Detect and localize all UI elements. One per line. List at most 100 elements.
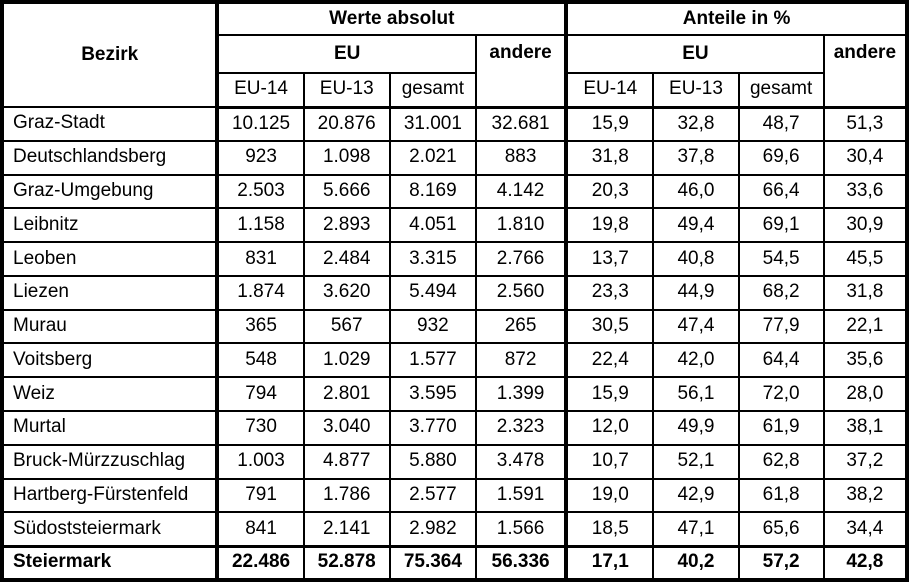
value-cell: 30,9 bbox=[822, 207, 909, 244]
value-cell: 42,8 bbox=[822, 544, 909, 581]
value-cell: 37,8 bbox=[652, 139, 740, 176]
value-cell: 1.786 bbox=[302, 477, 391, 514]
bezirk-cell: Liezen bbox=[0, 274, 219, 311]
value-cell: 22,1 bbox=[822, 308, 909, 345]
value-cell: 12,0 bbox=[564, 410, 655, 446]
table-row: Deutschlandsberg 923 1.098 2.021 883 31,8 37,8… bbox=[0, 139, 909, 176]
bezirk-cell: Leoben bbox=[0, 241, 219, 277]
bezirk-cell: Deutschlandsberg bbox=[0, 139, 219, 176]
value-cell: 22.486 bbox=[215, 544, 305, 581]
value-cell: 40,8 bbox=[652, 241, 740, 277]
value-cell: 19,0 bbox=[564, 477, 655, 514]
value-cell: 48,7 bbox=[737, 106, 825, 142]
value-cell: 42,0 bbox=[652, 342, 740, 379]
table-row: Weiz 794 2.801 3.595 1.399 15,9 56,1 72,0 28,0 bbox=[0, 376, 909, 413]
value-cell: 66,4 bbox=[737, 173, 825, 210]
value-cell: 52,1 bbox=[652, 443, 740, 480]
value-cell: 57,2 bbox=[737, 544, 825, 581]
table-row: Hartberg-Fürstenfeld 791 1.786 2.577 1.591 19… bbox=[0, 477, 909, 514]
header-gesamt-prozent: gesamt bbox=[737, 72, 825, 109]
value-cell: 2.323 bbox=[474, 410, 568, 446]
header-eu13-absolut: EU-13 bbox=[302, 72, 391, 109]
value-cell: 77,9 bbox=[737, 308, 825, 345]
value-cell: 31,8 bbox=[822, 274, 909, 311]
value-cell: 1.003 bbox=[215, 443, 305, 480]
value-cell: 730 bbox=[215, 410, 305, 446]
table-row: Voitsberg 548 1.029 1.577 872 22,4 42,0 64,4 35,… bbox=[0, 342, 909, 379]
value-cell: 65,6 bbox=[737, 511, 825, 548]
value-cell: 3.620 bbox=[302, 274, 391, 311]
value-cell: 62,8 bbox=[737, 443, 825, 480]
value-cell: 2.484 bbox=[302, 241, 391, 277]
value-cell: 1.591 bbox=[474, 477, 568, 514]
value-cell: 1.874 bbox=[215, 274, 305, 311]
value-cell: 794 bbox=[215, 376, 305, 413]
value-cell: 30,4 bbox=[822, 139, 909, 176]
value-cell: 42,9 bbox=[652, 477, 740, 514]
value-cell: 2.766 bbox=[474, 241, 568, 277]
value-cell: 5.494 bbox=[388, 274, 477, 311]
value-cell: 30,5 bbox=[564, 308, 655, 345]
value-cell: 2.893 bbox=[302, 207, 391, 244]
value-cell: 32,8 bbox=[652, 106, 740, 142]
header-andere-absolut: andere bbox=[474, 34, 568, 109]
value-cell: 23,3 bbox=[564, 274, 655, 311]
header-group-werte-absolut: Werte absolut bbox=[215, 1, 568, 36]
value-cell: 841 bbox=[215, 511, 305, 548]
value-cell: 38,2 bbox=[822, 477, 909, 514]
value-cell: 61,9 bbox=[737, 410, 825, 446]
header-eu14-absolut: EU-14 bbox=[215, 72, 305, 109]
bezirk-cell: Bruck-Mürzzuschlag bbox=[0, 443, 219, 480]
header-group-anteile-prozent: Anteile in % bbox=[564, 1, 908, 36]
value-cell: 46,0 bbox=[652, 173, 740, 210]
value-cell: 13,7 bbox=[564, 241, 655, 277]
table-row: Graz-Stadt 10.125 20.876 31.001 32.681 15,9 32… bbox=[0, 106, 909, 142]
value-cell: 10,7 bbox=[564, 443, 655, 480]
value-cell: 2.982 bbox=[388, 511, 477, 548]
value-cell: 69,1 bbox=[737, 207, 825, 244]
total-row: Steiermark 22.486 52.878 75.364 56.336 17,1 40… bbox=[0, 544, 909, 581]
value-cell: 2.577 bbox=[388, 477, 477, 514]
header-eu-prozent: EU bbox=[564, 34, 825, 74]
bezirk-cell: Hartberg-Fürstenfeld bbox=[0, 477, 219, 514]
value-cell: 47,4 bbox=[652, 308, 740, 345]
value-cell: 923 bbox=[215, 139, 305, 176]
table-header: Bezirk Werte absolut Anteile in % EU and… bbox=[0, 1, 909, 109]
value-cell: 68,2 bbox=[737, 274, 825, 311]
value-cell: 19,8 bbox=[564, 207, 655, 244]
value-cell: 35,6 bbox=[822, 342, 909, 379]
bezirk-cell: Leibnitz bbox=[0, 207, 219, 244]
header-gesamt-absolut: gesamt bbox=[388, 72, 477, 109]
value-cell: 18,5 bbox=[564, 511, 655, 548]
value-cell: 20,3 bbox=[564, 173, 655, 210]
bezirk-cell: Voitsberg bbox=[0, 342, 219, 379]
value-cell: 567 bbox=[302, 308, 391, 345]
bezirk-cell: Weiz bbox=[0, 376, 219, 413]
table-row: Leoben 831 2.484 3.315 2.766 13,7 40,8 54,5 45,5 bbox=[0, 241, 909, 277]
value-cell: 1.566 bbox=[474, 511, 568, 548]
value-cell: 56.336 bbox=[474, 544, 568, 581]
value-cell: 49,9 bbox=[652, 410, 740, 446]
value-cell: 5.880 bbox=[388, 443, 477, 480]
value-cell: 51,3 bbox=[822, 106, 909, 142]
value-cell: 56,1 bbox=[652, 376, 740, 413]
value-cell: 872 bbox=[474, 342, 568, 379]
bezirk-cell: Murau bbox=[0, 308, 219, 345]
value-cell: 49,4 bbox=[652, 207, 740, 244]
value-cell: 15,9 bbox=[564, 376, 655, 413]
value-cell: 10.125 bbox=[215, 106, 305, 142]
value-cell: 5.666 bbox=[302, 173, 391, 210]
value-cell: 2.801 bbox=[302, 376, 391, 413]
value-cell: 72,0 bbox=[737, 376, 825, 413]
value-cell: 69,6 bbox=[737, 139, 825, 176]
value-cell: 3.040 bbox=[302, 410, 391, 446]
header-row-groups: Bezirk Werte absolut Anteile in % bbox=[0, 1, 908, 108]
value-cell: 1.399 bbox=[474, 376, 568, 413]
value-cell: 1.810 bbox=[474, 207, 568, 244]
table-body: Graz-Stadt 10.125 20.876 31.001 32.681 15,9 32… bbox=[0, 106, 909, 581]
value-cell: 4.877 bbox=[302, 443, 391, 480]
value-cell: 4.142 bbox=[474, 173, 568, 210]
value-cell: 1.098 bbox=[302, 139, 391, 176]
table-row: Murtal 730 3.040 3.770 2.323 12,0 49,9 61,9 38,1 bbox=[0, 410, 909, 446]
